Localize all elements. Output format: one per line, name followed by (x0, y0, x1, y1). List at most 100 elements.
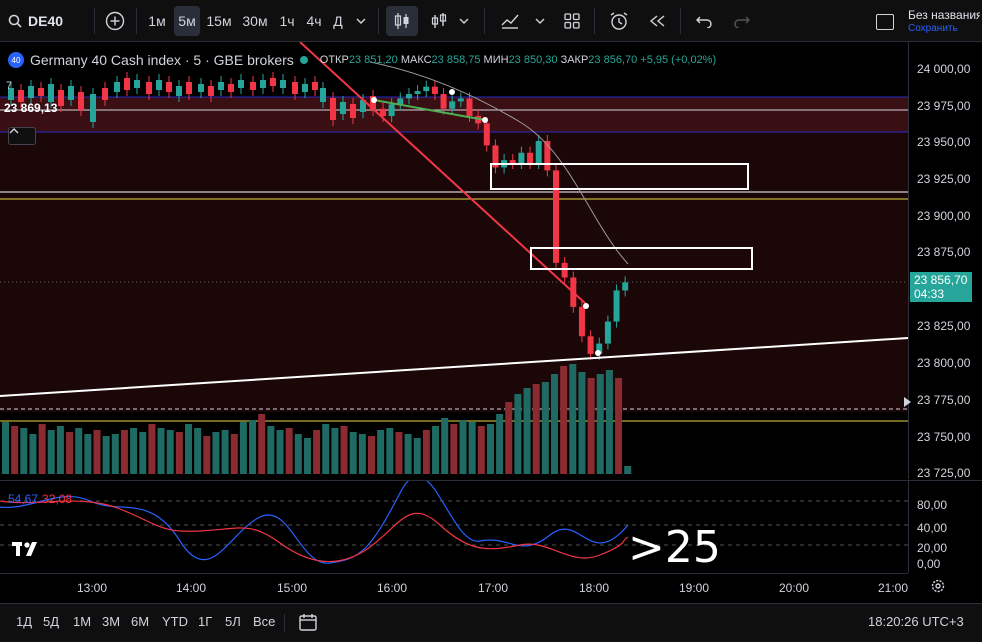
window-icon (876, 14, 894, 30)
moving-average-line (369, 61, 629, 265)
candle-body (414, 91, 421, 95)
chart-type-dropdown[interactable] (456, 6, 472, 36)
range-1m[interactable]: 1М (73, 614, 92, 629)
indicator-count: 7 (6, 80, 13, 92)
volume-bar (322, 424, 330, 474)
range-5d[interactable]: 5Д (43, 614, 60, 629)
range-6m[interactable]: 6М (131, 614, 150, 629)
bottom-toolbar: 1Д 5Д 1М 3М 6М YTD 1Г 5Л Все 18:20:26 UT… (0, 603, 982, 642)
interval-5m[interactable]: 5м (174, 6, 200, 36)
volume-bar (386, 428, 394, 474)
volume-bar (93, 430, 101, 474)
stochastic-axis[interactable]: 80,00 40,00 20,00 0,00 (908, 480, 982, 573)
candle-body (114, 82, 120, 92)
interval-1h[interactable]: 1ч (279, 13, 295, 29)
interval-4h[interactable]: 4ч (306, 13, 322, 29)
volume-bar (459, 420, 467, 474)
tradingview-logo-icon[interactable] (12, 540, 44, 564)
candle-body (18, 90, 24, 102)
candle-body (509, 160, 516, 164)
volume-bar (157, 428, 165, 474)
candle-body (596, 343, 603, 354)
goto-date-button[interactable] (298, 612, 318, 635)
candle-body (186, 82, 192, 94)
symbol-name: DE40 (28, 13, 64, 29)
interval-15m[interactable]: 15м (206, 13, 232, 29)
chart-title[interactable]: Germany 40 Cash index · 5 · GBE brokers (30, 52, 294, 68)
stochastic-canvas[interactable] (0, 481, 908, 574)
indicators-dropdown[interactable] (532, 6, 548, 36)
time-tick: 18:00 (578, 581, 610, 595)
stoch-d-line (0, 500, 629, 563)
volume-bar (450, 424, 458, 474)
candle-body (208, 86, 214, 96)
range-all[interactable]: Все (253, 614, 276, 629)
collapse-legend-button[interactable] (8, 127, 36, 145)
range-ytd[interactable]: YTD (162, 614, 188, 629)
candle-body (68, 86, 74, 100)
volume-bar (47, 430, 55, 474)
undo-button[interactable] (692, 6, 716, 36)
candle-body (176, 86, 182, 96)
volume-bar (578, 372, 586, 474)
clock-timezone[interactable]: 18:20:26 UTC+3 (868, 614, 964, 629)
range-1d[interactable]: 1Д (16, 614, 33, 629)
candle-body (48, 84, 54, 102)
volume-bar (111, 434, 119, 474)
volume-bar (249, 420, 257, 474)
volume-bar (331, 428, 339, 474)
range-3m[interactable]: 3М (102, 614, 121, 629)
price-chart-canvas[interactable] (0, 42, 908, 479)
candle-body (146, 82, 152, 94)
chevron-down-icon (535, 18, 545, 24)
candle-body (302, 84, 308, 92)
toolbar-divider (136, 8, 137, 34)
layout-save-menu[interactable]: Без названия Сохранить (876, 6, 982, 38)
volume-bar (185, 424, 192, 474)
redo-button[interactable] (730, 6, 754, 36)
candles-chart-type-button[interactable] (386, 6, 418, 36)
interval-dropdown[interactable] (352, 6, 370, 36)
interval-30m[interactable]: 30м (242, 13, 268, 29)
price-chart-pane[interactable]: 40 Germany 40 Cash index · 5 · GBE broke… (0, 42, 908, 479)
range-5y[interactable]: 5Л (225, 614, 241, 629)
candle-body (457, 98, 464, 102)
drawing-point (371, 97, 377, 103)
layout-button[interactable] (560, 6, 584, 36)
volume-bar (551, 374, 558, 474)
settings-gear-icon[interactable] (930, 578, 946, 599)
candle-body (198, 84, 204, 92)
volume-bar (441, 418, 449, 474)
add-symbol-button[interactable] (104, 6, 126, 36)
alert-button[interactable] (606, 6, 632, 36)
range-1y[interactable]: 1Г (198, 614, 213, 629)
redo-icon (734, 16, 750, 28)
candle-body (423, 86, 430, 92)
volume-bar (587, 378, 595, 474)
symbol-search[interactable]: DE40 (8, 6, 63, 36)
candle-body (320, 88, 326, 102)
candle-body (260, 80, 266, 88)
candle-body (561, 262, 568, 278)
price-tick: 23 825,00 (917, 319, 971, 333)
interval-1m[interactable]: 1м (148, 13, 166, 29)
indicators-button[interactable] (428, 6, 450, 36)
candles-icon (394, 13, 409, 29)
price-axis[interactable]: 24 000,00 23 975,00 23 950,00 23 925,00 … (908, 42, 982, 480)
replay-button[interactable] (644, 6, 670, 36)
scroll-to-latest-arrow-icon[interactable] (904, 397, 911, 407)
candle-body (466, 98, 473, 117)
candle-body (312, 82, 318, 90)
interval-day[interactable]: Д (333, 13, 343, 29)
stochastic-pane[interactable]: 54,67 32,08 (0, 480, 908, 573)
stoch-k-value: 54,67 (8, 492, 39, 506)
indicators-fx-button[interactable] (498, 6, 522, 36)
time-tick: 21:00 (877, 581, 909, 595)
candle-body (124, 78, 130, 90)
time-axis[interactable]: 13:00 14:00 15:00 16:00 17:00 18:00 19:0… (0, 573, 908, 603)
save-status[interactable]: Сохранить (908, 23, 958, 34)
price-tick: 23 950,00 (917, 135, 971, 149)
time-tick: 16:00 (376, 581, 408, 595)
volume-bar (11, 426, 19, 474)
